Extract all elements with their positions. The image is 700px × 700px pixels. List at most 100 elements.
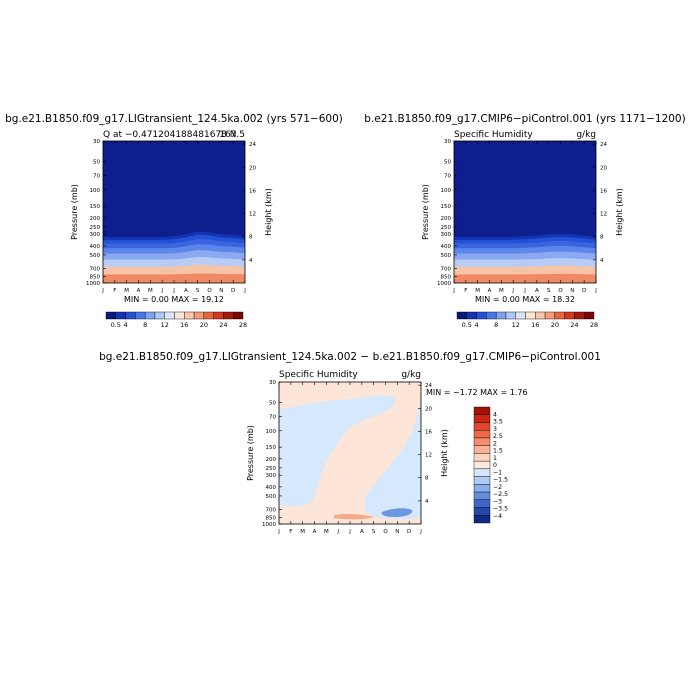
y-tick-label: 70 <box>444 173 451 179</box>
colorbar-label: 12 <box>161 321 169 329</box>
colorbar-box <box>554 311 565 320</box>
y2-tick-label: 24 <box>249 142 256 148</box>
y2-tick-label: 8 <box>600 235 604 241</box>
y2-tick-label: 24 <box>425 383 432 389</box>
y2-tick-label: 8 <box>249 235 253 241</box>
y-tick-label: 100 <box>441 188 452 194</box>
y-tick-label: 50 <box>93 160 100 166</box>
x-tick-label: D <box>582 288 586 294</box>
y-tick-label: 1000 <box>86 281 100 287</box>
colorbar-label: −1.5 <box>493 477 508 484</box>
panel-3-minmax: MIN = −1.72 MAX = 1.76 <box>426 388 528 397</box>
colorbar-box <box>164 311 175 320</box>
x-tick-label: M <box>148 288 153 294</box>
colorbar-box <box>525 311 536 320</box>
colorbar-box <box>574 311 585 320</box>
x-tick-label: M <box>300 529 305 535</box>
x-tick-label: O <box>207 288 212 294</box>
x-tick-label: D <box>407 529 411 535</box>
x-tick-label: J <box>419 529 422 535</box>
colorbar-box <box>456 311 467 320</box>
colorbar-box <box>203 311 214 320</box>
y-tick-label: 700 <box>90 267 101 273</box>
colorbar-label: 20 <box>200 321 208 329</box>
x-tick-label: J <box>511 288 514 294</box>
x-tick-label: A <box>488 288 492 294</box>
colorbar-box <box>473 476 491 485</box>
colorbar-box <box>473 460 491 470</box>
colorbar-box <box>154 311 165 320</box>
y-tick-label: 850 <box>266 515 277 521</box>
colorbar-label: 2.5 <box>493 433 503 440</box>
y-tick-label: 50 <box>269 401 276 407</box>
x-tick-label: J <box>452 288 455 294</box>
panel-1-moisture-bands <box>103 231 245 283</box>
y2-tick-label: 4 <box>425 499 429 505</box>
y2-axis-title: Height (km) <box>615 188 624 236</box>
colorbar-label: 16 <box>531 321 539 329</box>
colorbar-box <box>473 484 491 493</box>
y-axis-title: Pressure (mb) <box>70 184 79 240</box>
colorbar-box <box>144 311 156 320</box>
y-tick-label: 250 <box>266 466 277 472</box>
colorbar-label: −1 <box>493 469 502 476</box>
x-tick-label: A <box>137 288 141 294</box>
y2-tick-label: 4 <box>249 258 253 264</box>
y2-axis-title: Height (km) <box>264 188 273 236</box>
x-tick-label: J <box>336 529 339 535</box>
panel-3-left-label: Specific Humidity <box>279 370 358 380</box>
colorbar-label: 1.5 <box>493 448 503 455</box>
colorbar-label: −2 <box>493 484 502 491</box>
colorbar-box <box>515 311 526 320</box>
colorbar-label: 8 <box>494 321 498 329</box>
colorbar-box <box>473 499 491 508</box>
x-tick-label: J <box>172 288 175 294</box>
y-tick-label: 400 <box>266 485 277 491</box>
colorbar-box <box>584 311 595 320</box>
x-tick-label: J <box>523 288 526 294</box>
panel-2-moisture-bands <box>454 233 596 283</box>
panel-1-left-label: Q at −0.471204188481678 N <box>103 130 236 140</box>
panel-2-left-label: Specific Humidity <box>454 130 533 140</box>
colorbar-box <box>564 311 575 320</box>
y-tick-label: 150 <box>266 445 277 451</box>
diff-negative-region-upper <box>279 395 396 507</box>
x-tick-label: S <box>547 288 551 294</box>
y-tick-label: 70 <box>269 414 276 420</box>
colorbar-label: 0 <box>493 462 497 469</box>
colorbar-box <box>125 311 136 320</box>
y2-tick-label: 20 <box>249 165 256 171</box>
x-tick-label: N <box>219 288 223 294</box>
x-tick-label: M <box>475 288 480 294</box>
x-tick-label: O <box>383 529 388 535</box>
panel-3: bg.e21.B1850.f09_g17.LIGtransient_124.5k… <box>99 351 601 535</box>
panel-2-title: b.e21.B1850.f09_g17.CMIP6−piControl.001 … <box>364 113 685 125</box>
panel-2-minmax: MIN = 0.00 MAX = 18.32 <box>475 295 575 304</box>
y-tick-label: 500 <box>266 494 277 500</box>
y-tick-label: 150 <box>441 204 452 210</box>
colorbar-box <box>473 437 491 446</box>
x-tick-label: S <box>372 529 376 535</box>
y-tick-label: 250 <box>441 225 452 231</box>
y2-tick-label: 16 <box>600 188 607 194</box>
colorbar-box <box>495 311 507 320</box>
colorbar-box <box>213 311 224 320</box>
colorbar-box <box>193 311 205 320</box>
diff-warm-patch <box>334 513 374 520</box>
colorbar-label: 12 <box>512 321 520 329</box>
panel-2-colorbar: 0.5 4 8 12 16 20 24 28 <box>456 311 598 329</box>
panel-3-right-label: g/kg <box>401 370 421 380</box>
y2-tick-label: 20 <box>600 165 607 171</box>
x-tick-label: J <box>101 288 104 294</box>
panel-1-minmax: MIN = 0.00 MAX = 19.12 <box>124 295 224 304</box>
y-tick-label: 50 <box>444 160 451 166</box>
colorbar-label: 28 <box>239 321 247 329</box>
x-tick-label: F <box>289 529 292 535</box>
y2-tick-label: 16 <box>425 429 432 435</box>
colorbar-label: −3 <box>493 498 502 505</box>
diff-negative-region-right <box>364 395 421 520</box>
x-tick-label: O <box>558 288 563 294</box>
